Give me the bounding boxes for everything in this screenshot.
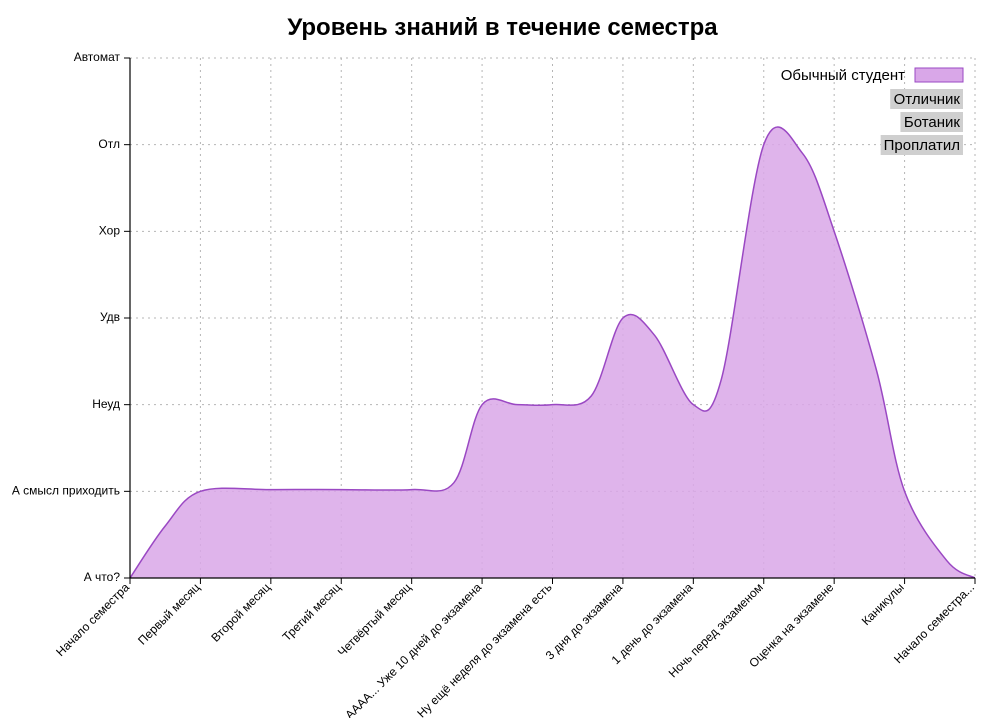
- legend-item[interactable]: Обычный студент: [781, 67, 963, 84]
- x-tick-label: Второй месяц: [208, 580, 273, 645]
- y-tick-label: А что?: [84, 570, 121, 584]
- legend-label: Отличник: [894, 91, 961, 108]
- y-tick-label: А смысл приходить: [12, 484, 120, 498]
- legend-item[interactable]: Проплатил: [881, 135, 963, 155]
- y-tick-label: Автомат: [74, 50, 121, 64]
- legend-item[interactable]: Ботаник: [900, 112, 963, 132]
- legend-label: Проплатил: [884, 137, 960, 154]
- x-tick-label: Начало семестра: [53, 580, 132, 659]
- y-tick-label: Удв: [100, 310, 120, 324]
- legend-label: Ботаник: [904, 114, 961, 131]
- x-tick-label: АААА... Уже 10 дней до экзамена: [342, 580, 484, 718]
- x-tick-label: 3 дня до экзамена: [543, 580, 626, 663]
- x-tick-label: Третий месяц: [280, 580, 344, 644]
- x-tick-label: Начало семестра...: [891, 580, 977, 666]
- x-tick-label: Четвёртый месяц: [335, 580, 414, 659]
- x-tick-label: Ну ещё неделя до экзамена есть: [414, 580, 554, 718]
- y-tick-label: Неуд: [92, 397, 120, 411]
- legend-swatch: [915, 68, 963, 82]
- legend-item[interactable]: Отличник: [890, 89, 963, 109]
- chart-title: Уровень знаний в течение семестра: [0, 14, 1005, 42]
- y-tick-label: Хор: [99, 224, 121, 238]
- chart-canvas: Начало семестраПервый месяцВторой месяцТ…: [0, 0, 1005, 718]
- legend-label: Обычный студент: [781, 67, 905, 84]
- y-tick-label: Отл: [98, 137, 120, 151]
- x-tick-label: Первый месяц: [135, 580, 202, 647]
- x-tick-label: Каникулы: [859, 580, 907, 628]
